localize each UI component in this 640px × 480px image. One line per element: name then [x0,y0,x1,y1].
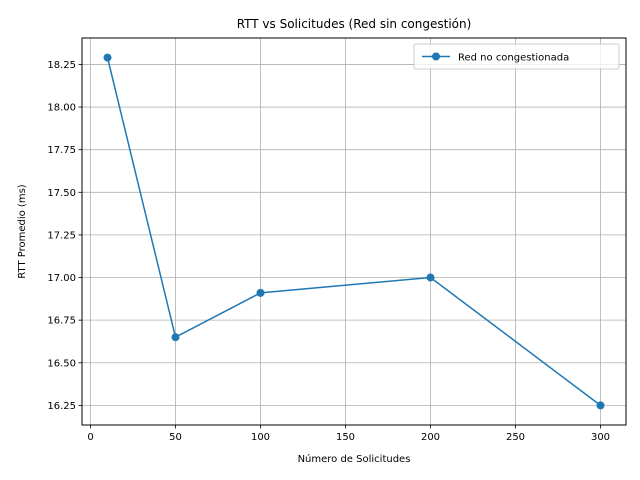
y-tick-label: 16.50 [47,358,76,369]
data-point [103,53,112,62]
y-tick-label: 17.50 [47,188,76,199]
y-tick-label: 18.00 [47,103,76,114]
data-point [426,273,435,282]
y-ticks: 16.25 16.50 16.75 17.00 17.25 17.50 17.75 18.00… [47,60,82,412]
y-tick-label: 16.25 [47,401,76,412]
x-tick-label: 100 [251,432,270,443]
y-axis-title: RTT Promedio (ms) [17,184,28,278]
data-point [171,333,180,342]
x-axis-title: Número de Solicitudes [298,453,411,465]
x-tick-label: 0 [87,432,93,443]
y-tick-label: 17.00 [47,273,76,284]
legend-label: Red no congestionada [458,53,569,64]
data-point [596,401,605,410]
plot-frame [81,37,627,426]
y-tick-label: 17.25 [47,230,76,241]
x-tick-label: 150 [336,432,355,443]
y-tick-label: 16.75 [47,316,76,327]
x-tick-label: 250 [506,432,525,443]
chart-title: RTT vs Solicitudes (Red sin congestión) [237,17,472,31]
legend-marker [432,52,440,61]
grid [82,38,626,425]
x-tick-label: 50 [169,432,182,443]
x-tick-label: 300 [591,432,610,443]
x-tick-label: 200 [421,432,440,443]
x-ticks: 0 50 100 150 200 250 300 [87,425,610,443]
series-layer [103,53,605,410]
data-point [256,288,265,297]
legend-box [413,43,620,70]
y-tick-label: 17.75 [47,145,76,156]
y-tick-label: 18.25 [47,60,76,71]
legend: Red no congestionada [413,43,620,70]
